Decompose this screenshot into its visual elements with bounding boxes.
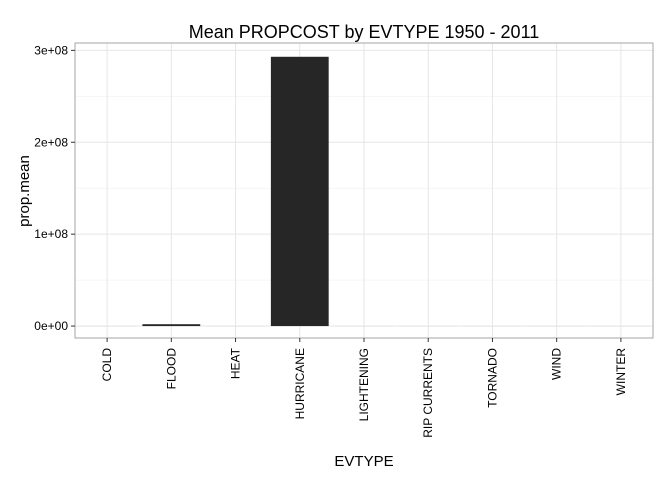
bar — [78, 326, 137, 327]
x-tick-label: HEAT — [229, 347, 243, 379]
x-axis-title: EVTYPE — [334, 453, 393, 470]
y-tick-label: 3e+08 — [34, 43, 68, 57]
bar — [206, 326, 265, 327]
bar — [270, 56, 329, 327]
bar — [142, 324, 201, 327]
x-tick-label: TORNADO — [485, 348, 499, 408]
bar — [527, 326, 586, 327]
x-tick-label: FLOOD — [164, 348, 178, 390]
bar — [591, 326, 650, 327]
x-tick-label: WINTER — [614, 348, 628, 396]
bar — [335, 326, 393, 327]
x-tick-label: LIGHTENING — [357, 348, 371, 421]
y-axis-title: prop.mean — [16, 155, 33, 227]
x-tick-label: COLD — [100, 348, 114, 382]
y-axis: 0e+00 1e+08 2e+08 3e+08 — [34, 43, 75, 333]
chart-title: Mean PROPCOST by EVTYPE 1950 - 2011 — [189, 22, 540, 42]
x-axis: COLD FLOOD HEAT HURRICANE LIGHTENING RIP CURR… — [100, 338, 628, 438]
bar — [399, 326, 458, 327]
y-tick-label: 0e+00 — [34, 319, 68, 333]
bar — [463, 326, 522, 327]
x-tick-label: RIP CURRENTS — [421, 348, 435, 438]
bars — [78, 56, 650, 327]
y-tick-label: 2e+08 — [34, 135, 68, 149]
major-grid — [75, 43, 653, 338]
y-tick-label: 1e+08 — [34, 227, 68, 241]
x-tick-label: WIND — [550, 348, 564, 380]
x-tick-label: HURRICANE — [293, 348, 307, 419]
